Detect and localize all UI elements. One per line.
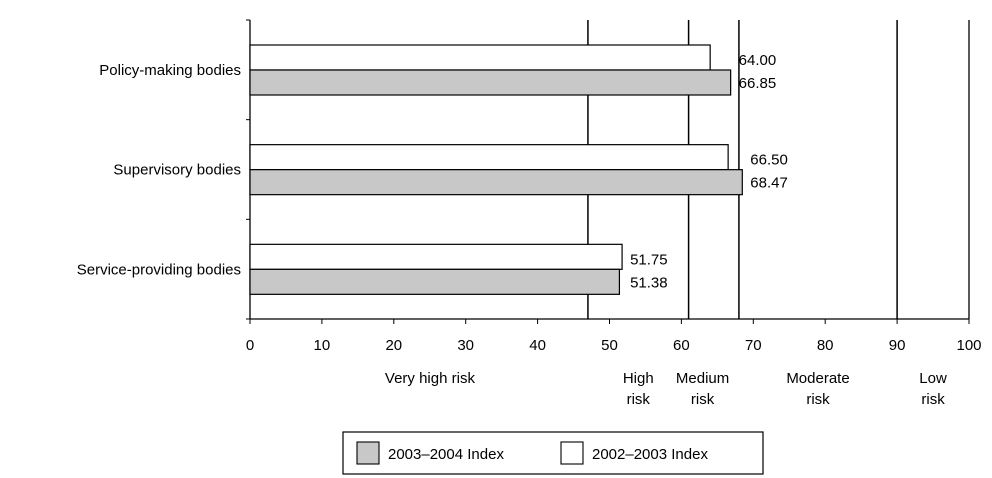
x-tick-label-7: 70 <box>745 337 762 354</box>
x-tick-label-0: 0 <box>246 337 254 354</box>
data-label-2003-2004-3: 51.38 <box>630 274 668 291</box>
risk-band-label-2-line-2: risk <box>627 391 651 408</box>
risk-band-label-1-line-1: Very high risk <box>385 370 476 387</box>
data-label-2003-2004-2: 68.47 <box>750 175 788 192</box>
risk-band-label-5-line-1: Low <box>919 370 947 387</box>
bar-2002-2003-2 <box>249 144 729 171</box>
bar-2003-2004-3 <box>249 268 621 295</box>
bar-2003-2004-1 <box>249 69 732 96</box>
x-tick-label-9: 90 <box>889 337 906 354</box>
x-tick-label-6: 60 <box>673 337 690 354</box>
data-label-2002-2003-2: 66.50 <box>750 152 788 169</box>
legend-swatch-2 <box>560 441 584 465</box>
legend: 2003–2004 Index 2002–2003 Index <box>342 431 764 475</box>
x-tick-label-1: 10 <box>314 337 331 354</box>
category-label-3: Service-providing bodies <box>77 261 241 278</box>
x-tick-label-2: 20 <box>385 337 402 354</box>
category-label-2: Supervisory bodies <box>113 162 241 179</box>
risk-band-label-3-line-2: risk <box>691 391 715 408</box>
bar-2002-2003-1 <box>249 44 711 71</box>
legend-label-2: 2002–2003 Index <box>592 446 708 463</box>
plot-area: 64.00 66.85 Policy-making bodies 66.50 68.47… <box>77 19 970 320</box>
risk-band-label-3-line-1: Medium <box>676 370 729 387</box>
x-axis: 0 10 20 30 40 50 60 70 80 90 100 <box>246 319 982 354</box>
x-tick-label-8: 80 <box>817 337 834 354</box>
legend-swatch-1 <box>356 441 380 465</box>
x-tick-label-5: 50 <box>601 337 618 354</box>
x-tick-label-3: 30 <box>457 337 474 354</box>
risk-band-label-5-line-2: risk <box>921 391 945 408</box>
bar-2003-2004-2 <box>249 169 743 196</box>
risk-band-labels: Very high risk High risk Medium risk Moderate… <box>385 370 947 408</box>
risk-band-label-2-line-1: High <box>623 370 654 387</box>
x-tick-label-4: 40 <box>529 337 546 354</box>
legend-label-1: 2003–2004 Index <box>388 446 504 463</box>
risk-band-label-4-line-1: Moderate <box>786 370 849 387</box>
risk-band-label-4-line-2: risk <box>806 391 830 408</box>
category-label-1: Policy-making bodies <box>99 62 241 79</box>
data-label-2002-2003-1: 64.00 <box>739 52 777 69</box>
data-label-2002-2003-3: 51.75 <box>630 251 668 268</box>
x-tick-label-10: 100 <box>956 337 981 354</box>
data-label-2003-2004-1: 66.85 <box>739 75 777 92</box>
bar-2002-2003-3 <box>249 243 623 270</box>
legend-box <box>342 431 764 475</box>
